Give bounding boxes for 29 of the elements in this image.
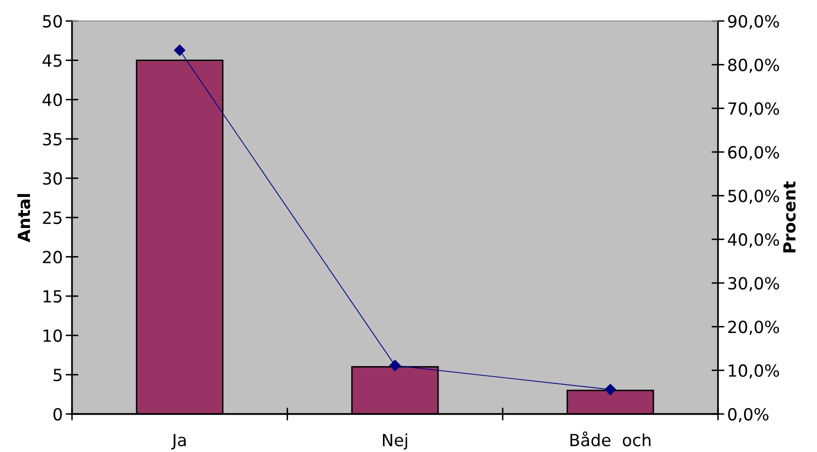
point: [174, 44, 186, 56]
y2-tick-label: 30,0%: [728, 276, 780, 292]
y-tick-label: 35: [43, 132, 62, 146]
y-tick-label: 40: [42, 94, 62, 106]
y2-tick-label: 70,0%: [728, 102, 780, 117]
y2-tick-label: 80,0%: [728, 58, 780, 73]
y-tick-label: 5: [54, 368, 62, 382]
y2-tick-label: 0,0%: [728, 408, 768, 422]
y-tick-label: 25: [42, 211, 62, 224]
y-tick-label: 10: [44, 329, 62, 342]
y2-tick-label: 20,0%: [728, 320, 780, 335]
y2-tick-label: 40,0%: [728, 233, 780, 248]
y2-tick-label: 60,0%: [728, 146, 780, 160]
y-tick-label: 15: [44, 290, 62, 303]
y-tick-label: 30: [43, 172, 62, 185]
x-tick-label: Nej: [382, 433, 408, 450]
y-axis-title: Antal: [17, 194, 30, 242]
y2-tick-label: 10,0%: [728, 364, 780, 379]
y-tick-label: 0: [53, 408, 62, 421]
point: [389, 360, 401, 372]
y-tick-label: 45: [42, 54, 62, 67]
x-tick-label: Ja: [171, 434, 186, 450]
y2-axis-title: Procent: [783, 181, 796, 252]
point: [604, 384, 616, 396]
y-tick-label: 20: [42, 250, 62, 264]
y2-tick-label: 90,0%: [728, 14, 780, 30]
y-tick-label: 50: [43, 14, 62, 28]
x-tick-label: Både och: [570, 431, 650, 446]
y2-tick-label: 50,0%: [728, 190, 780, 204]
